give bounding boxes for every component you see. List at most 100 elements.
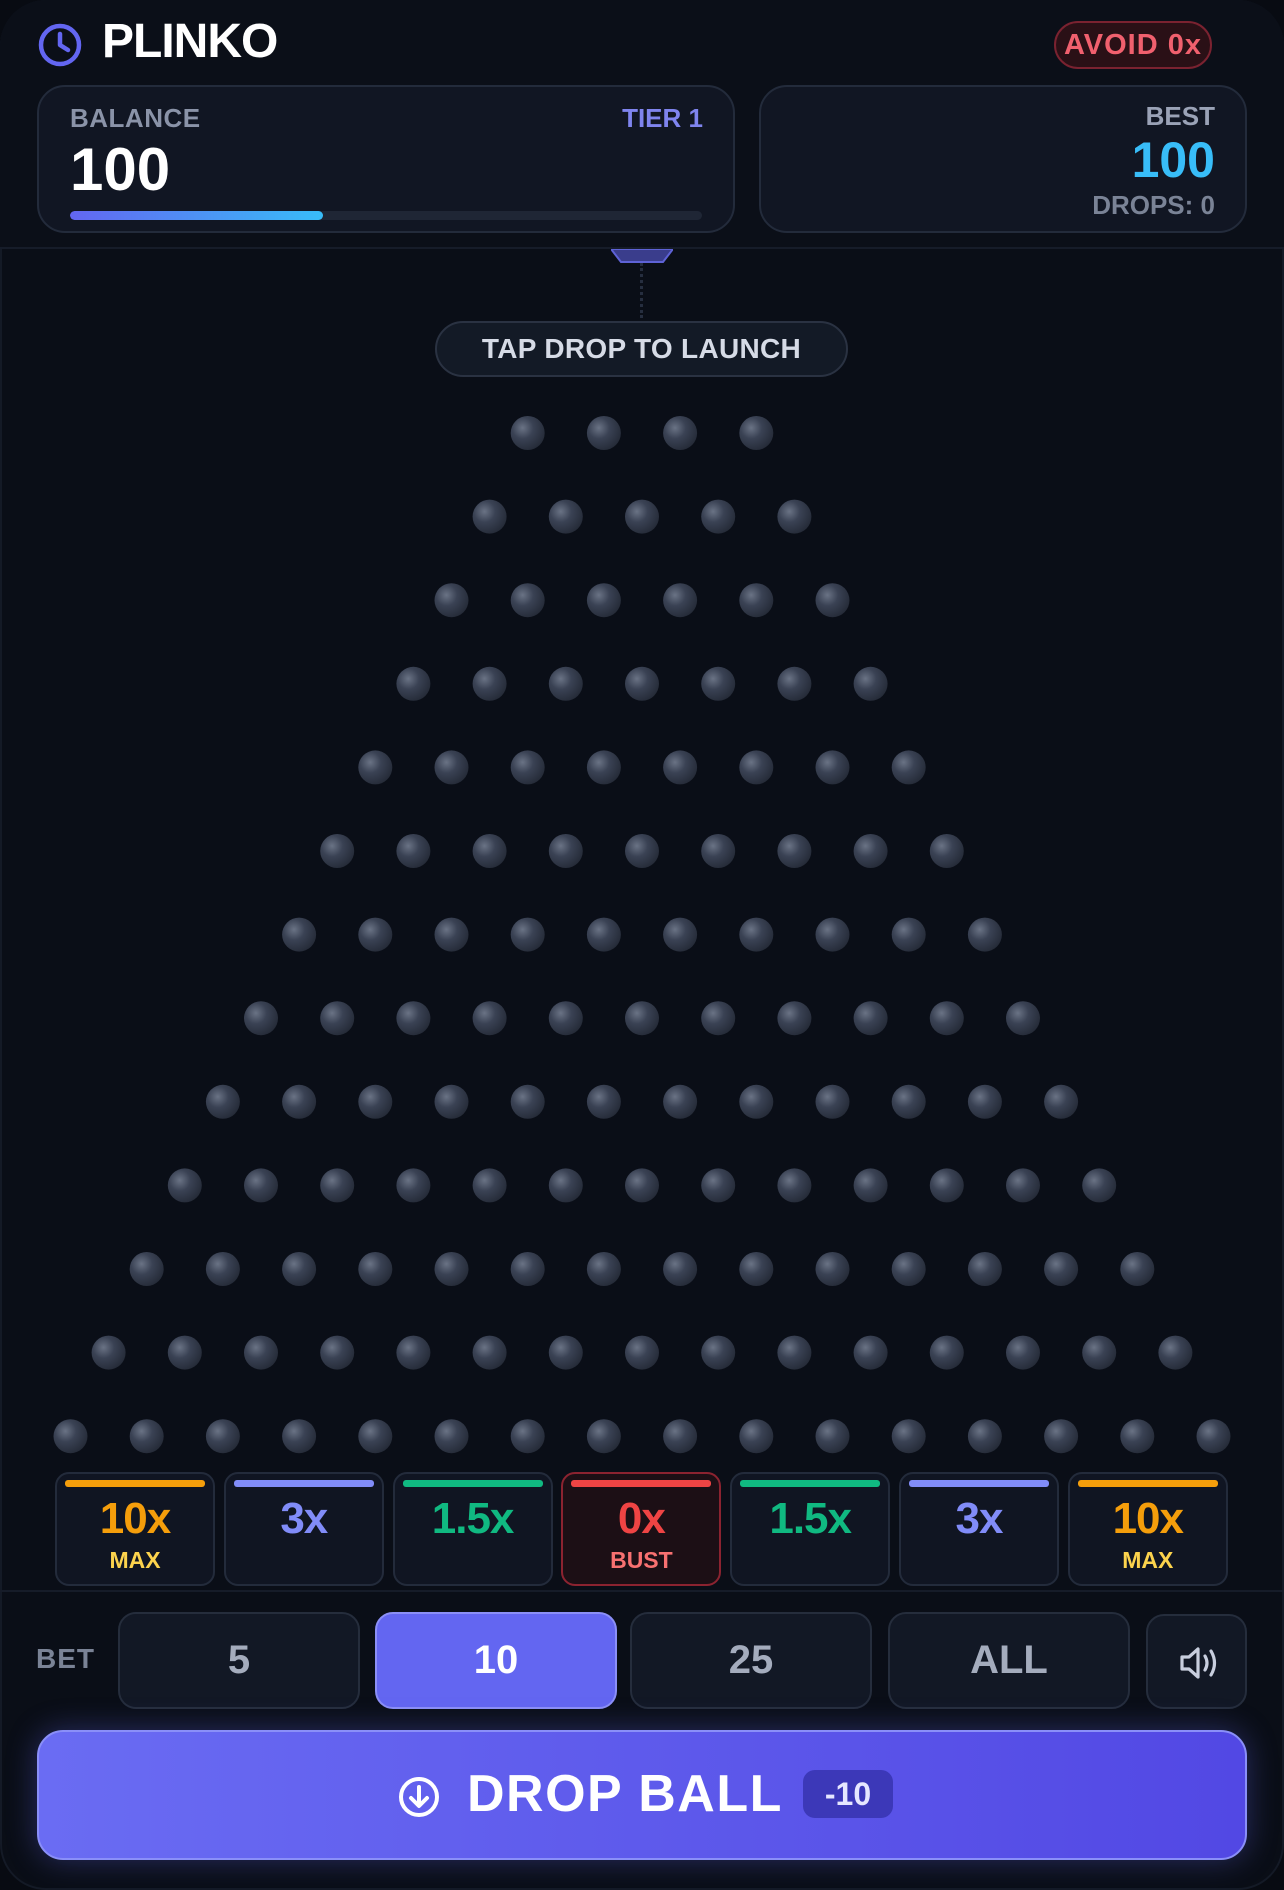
peg: [1158, 1335, 1193, 1370]
peg: [510, 416, 545, 450]
header: PLINKO AVOID 0x BALANCE TIER 1 100 BEST …: [0, 0, 1284, 248]
bucket-caption: MAX: [109, 1547, 161, 1573]
balance-card: BALANCE TIER 1 100: [37, 85, 735, 233]
ball-launcher: [611, 249, 673, 263]
peg: [701, 1168, 736, 1203]
peg: [244, 1168, 278, 1203]
bet-label: BET: [36, 1643, 95, 1674]
peg: [510, 917, 545, 952]
bucket-caption: MAX: [1122, 1547, 1174, 1573]
launch-hint: TAP DROP TO LAUNCH: [435, 321, 848, 377]
bucket-multiplier: 1.5x: [769, 1494, 852, 1543]
sound-toggle-button[interactable]: [1146, 1614, 1247, 1709]
peg: [929, 1168, 964, 1203]
peg: [1120, 1252, 1155, 1286]
bucket-color-bar: [402, 1480, 543, 1487]
peg: [53, 1419, 88, 1454]
peg: [358, 1252, 393, 1286]
avoid-badge: AVOID 0x: [1054, 21, 1212, 69]
bet-button-5[interactable]: 5: [118, 1612, 360, 1709]
drop-cost-badge: -10: [803, 1770, 893, 1818]
peg: [739, 1419, 774, 1454]
peg: [853, 666, 888, 701]
peg: [1044, 1419, 1079, 1454]
peg: [815, 1252, 850, 1286]
peg: [625, 834, 659, 868]
bucket-multiplier: 10x: [99, 1494, 171, 1543]
peg: [1006, 1335, 1040, 1370]
peg: [510, 1419, 545, 1454]
peg: [167, 1335, 202, 1370]
bet-button-10[interactable]: 10: [375, 1612, 617, 1709]
peg: [625, 1335, 659, 1370]
peg: [891, 1252, 926, 1286]
peg: [739, 750, 774, 785]
peg: [967, 1419, 1002, 1454]
peg: [434, 917, 469, 952]
peg: [815, 1084, 850, 1119]
bet-button-all[interactable]: ALL: [888, 1612, 1130, 1709]
peg: [205, 1252, 240, 1286]
tier-label: TIER 1: [622, 103, 703, 133]
board-divider: [0, 1590, 1284, 1592]
peg: [320, 834, 355, 868]
peg: [396, 666, 431, 701]
peg: [244, 1001, 278, 1036]
best-label: BEST: [1145, 101, 1215, 131]
peg: [282, 917, 317, 952]
peg: [396, 834, 431, 868]
peg: [663, 416, 698, 450]
peg: [891, 1084, 926, 1119]
best-value: 100: [1131, 132, 1215, 188]
bet-button-25[interactable]: 25: [630, 1612, 872, 1709]
peg: [358, 750, 393, 785]
peg-board: [53, 416, 1231, 1454]
peg: [510, 1084, 545, 1119]
peg: [282, 1419, 317, 1454]
peg: [853, 1168, 888, 1203]
drops-count: DROPS: 0: [1092, 190, 1215, 220]
peg: [663, 583, 698, 618]
peg: [815, 583, 850, 618]
peg: [663, 1252, 698, 1286]
peg: [282, 1252, 317, 1286]
peg: [701, 834, 736, 868]
bucket-multiplier: 3x: [280, 1494, 328, 1543]
peg: [548, 499, 583, 534]
bucket-6: 3x: [899, 1472, 1059, 1586]
peg: [853, 1335, 888, 1370]
drop-ball-button[interactable]: DROP BALL -10: [37, 1730, 1247, 1860]
peg: [625, 1001, 659, 1036]
peg: [472, 1335, 507, 1370]
peg: [472, 834, 507, 868]
bucket-4: 0x BUST: [561, 1472, 722, 1586]
peg: [891, 750, 926, 785]
peg: [777, 834, 812, 868]
peg: [586, 1419, 621, 1454]
peg: [625, 499, 659, 534]
peg: [625, 666, 659, 701]
peg: [815, 917, 850, 952]
peg: [815, 750, 850, 785]
peg: [891, 917, 926, 952]
bucket-color-bar: [740, 1480, 881, 1487]
peg: [663, 1419, 698, 1454]
peg: [929, 1001, 964, 1036]
peg: [1044, 1252, 1079, 1286]
peg: [967, 917, 1002, 952]
peg: [586, 917, 621, 952]
bucket-color-bar: [909, 1480, 1049, 1487]
bucket-color-bar: [233, 1480, 374, 1487]
arrow-down-circle-icon: [399, 1777, 439, 1817]
peg: [777, 499, 812, 534]
peg: [701, 666, 736, 701]
peg: [320, 1001, 355, 1036]
peg: [701, 1335, 736, 1370]
peg: [510, 750, 545, 785]
peg: [777, 1001, 812, 1036]
bucket-7: 10x MAX: [1067, 1472, 1228, 1586]
balance-label: BALANCE: [70, 103, 201, 133]
peg: [1006, 1001, 1040, 1036]
peg: [434, 1252, 469, 1286]
